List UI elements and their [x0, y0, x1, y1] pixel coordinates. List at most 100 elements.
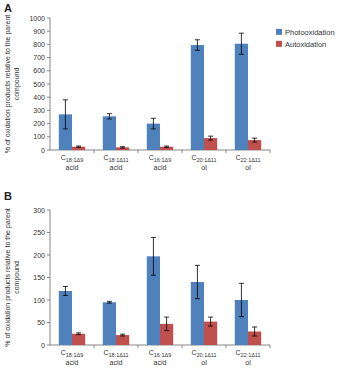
label-line: ol [245, 359, 251, 366]
error-line [153, 237, 154, 275]
y-axis-label: % of oxidation products relative to the … [4, 208, 21, 347]
legend-label: Photooxidation [285, 28, 335, 37]
y-tick [47, 136, 50, 137]
y-tick [47, 110, 50, 111]
x-tick-label: C16:1Δ9acid [149, 349, 172, 366]
x-tick [138, 150, 139, 153]
y-tick [47, 44, 50, 45]
error-cap [164, 317, 169, 318]
error-bar [195, 265, 200, 298]
error-cap [239, 33, 244, 34]
legend-swatch [276, 29, 282, 35]
bar [204, 138, 217, 150]
error-line [254, 138, 255, 142]
label-line: ol [201, 164, 207, 171]
error-bar [195, 40, 200, 51]
error-cap [120, 148, 125, 149]
y-axis-label: % of oxidation products relative to the … [4, 15, 21, 154]
label-sub: 18:1Δ11 [108, 352, 128, 358]
error-cap [120, 146, 125, 147]
x-tick [182, 345, 183, 348]
error-cap [107, 303, 112, 304]
label-line: acid [66, 359, 79, 366]
error-cap [208, 136, 213, 137]
error-bar [63, 287, 68, 296]
bar [160, 147, 173, 150]
error-bar [208, 317, 213, 326]
bar [72, 334, 85, 345]
error-bar [107, 114, 112, 119]
error-line [241, 283, 242, 316]
x-tick-label: C18:1Δ9acid [61, 154, 84, 171]
error-bar [239, 283, 244, 316]
error-bar [252, 138, 257, 142]
error-cap [63, 295, 68, 296]
error-cap [252, 327, 257, 328]
legend-label: Autoxidation [285, 40, 326, 49]
y-tick-label: 300 [33, 107, 45, 114]
error-cap [208, 326, 213, 327]
y-tick [47, 300, 50, 301]
bar [191, 45, 204, 150]
y-tick-label: 50 [37, 319, 45, 326]
error-cap [120, 336, 125, 337]
y-label-line: compound [13, 261, 21, 294]
panel-title: A [4, 2, 12, 14]
x-tick [226, 150, 227, 153]
y-tick-label: 100 [33, 297, 45, 304]
y-tick-label: 300 [33, 207, 45, 214]
y-tick-label: 600 [33, 67, 45, 74]
bar [59, 291, 72, 345]
error-bar [151, 118, 156, 129]
y-tick-label: 500 [33, 81, 45, 88]
error-cap [252, 138, 257, 139]
error-cap [164, 147, 169, 148]
y-tick-label: 250 [33, 229, 45, 236]
label-sub: 20:1Δ11 [196, 157, 216, 163]
y-tick-label: 900 [33, 28, 45, 35]
y-tick-label: 150 [33, 274, 45, 281]
error-cap [107, 113, 112, 114]
x-tick [182, 150, 183, 153]
error-bar [107, 301, 112, 303]
y-tick-label: 100 [33, 133, 45, 140]
x-tick-label: C22:1Δ11ol [235, 349, 260, 366]
y-tick-label: 200 [33, 120, 45, 127]
error-line [197, 265, 198, 298]
error-cap [120, 334, 125, 335]
y-tick-label: 0 [41, 147, 45, 154]
error-line [109, 114, 110, 119]
x-tick [270, 150, 271, 153]
y-tick [47, 18, 50, 19]
error-cap [252, 142, 257, 143]
label-line: acid [154, 164, 167, 171]
label-line: ol [245, 164, 251, 171]
label-sub: 20:1Δ11 [196, 352, 216, 358]
x-tick-label: C18:1Δ11acid [103, 154, 128, 171]
y-tick [47, 322, 50, 323]
error-line [254, 327, 255, 336]
y-tick [47, 232, 50, 233]
error-cap [151, 237, 156, 238]
error-line [166, 317, 167, 331]
bar [235, 44, 248, 150]
y-tick-label: 0 [41, 342, 45, 349]
y-tick [47, 255, 50, 256]
error-cap [151, 128, 156, 129]
label-sub: 18:1Δ9 [66, 352, 83, 358]
y-label-line: % of oxidation products relative to the … [4, 208, 12, 347]
y-tick [47, 97, 50, 98]
y-tick [47, 210, 50, 211]
y-tick-label: 200 [33, 252, 45, 259]
label-sub: 16:1Δ9 [154, 352, 171, 358]
error-cap [239, 283, 244, 284]
x-tick-label: C22:1Δ11ol [235, 154, 260, 171]
bars [59, 237, 261, 345]
y-tick [47, 31, 50, 32]
error-bar [76, 333, 81, 335]
label-line: acid [110, 164, 123, 171]
error-cap [63, 99, 68, 100]
error-cap [107, 301, 112, 302]
error-bar [208, 136, 213, 140]
error-cap [252, 336, 257, 337]
